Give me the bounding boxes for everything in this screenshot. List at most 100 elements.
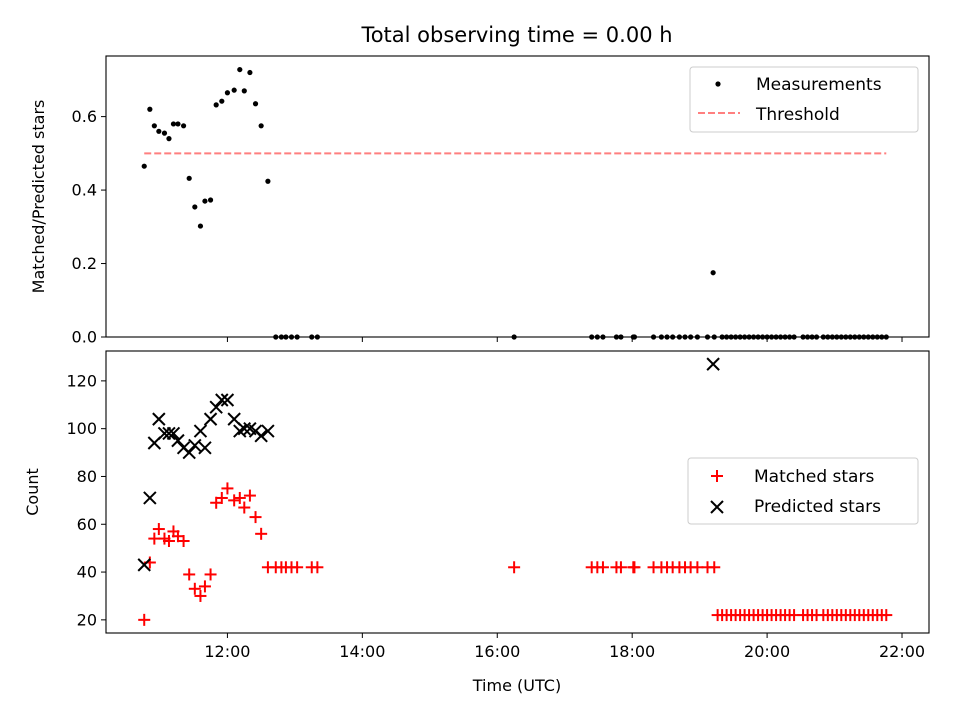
bottom-chart-x-axis: 12:00 14:00 16:00 18:00 20:00 22:00 xyxy=(204,633,925,661)
measurements-point xyxy=(161,130,168,136)
predicted-stars-point xyxy=(171,433,185,448)
bottom-x-tick-label: 14:00 xyxy=(339,642,385,661)
predicted-stars-point xyxy=(203,412,218,426)
top-y-tick-label: 0.4 xyxy=(72,181,97,200)
top-y-tick-label: 0.6 xyxy=(72,107,97,126)
matched-stars-point xyxy=(228,494,241,507)
matched-stars-point xyxy=(138,613,151,626)
matched-stars-point xyxy=(177,534,190,547)
predicted-stars-point xyxy=(193,424,208,438)
matched-stars-point xyxy=(162,534,175,547)
matched-stars-point xyxy=(255,527,268,540)
matched-stars-point xyxy=(198,580,211,593)
legend-threshold-label: Threshold xyxy=(755,105,840,125)
measurements-point xyxy=(231,87,237,93)
predicted-stars-point xyxy=(209,400,223,414)
predicted-stars-point xyxy=(152,412,166,426)
matched-stars-point xyxy=(148,532,161,545)
top-chart-y-axis: 0.0 0.2 0.4 0.6 xyxy=(72,107,106,347)
matched-stars-point xyxy=(188,582,201,595)
measurements-point xyxy=(247,69,253,76)
measurements-point xyxy=(207,197,214,203)
bottom-x-tick-label: 12:00 xyxy=(204,642,250,661)
measurements-point xyxy=(197,223,204,229)
top-legend-box xyxy=(689,66,919,133)
measurements-point xyxy=(252,101,259,107)
legend-predicted-marker xyxy=(710,500,724,514)
measurements-point xyxy=(258,123,264,129)
measurements-point xyxy=(241,88,247,94)
measurements-point xyxy=(166,136,172,142)
matched-stars-point xyxy=(708,561,721,574)
measurements-point xyxy=(186,175,192,181)
measurements-point xyxy=(710,270,716,276)
predicted-stars-point xyxy=(706,357,720,371)
top-chart-x-axis xyxy=(226,337,903,342)
matched-stars-point xyxy=(311,561,324,574)
bottom-x-tick-label: 16:00 xyxy=(474,642,520,661)
measurements-point xyxy=(224,90,231,96)
bottom-chart-plot-area xyxy=(137,357,893,626)
bottom-chart-y-axis: 20 40 60 80 100 120 xyxy=(66,371,106,629)
measurements-point xyxy=(213,102,219,108)
bottom-y-tick-label: 80 xyxy=(77,467,97,486)
predicted-stars-point xyxy=(254,429,268,443)
measurements-point xyxy=(202,198,208,204)
bottom-chart-x-label: Time (UTC) xyxy=(472,676,561,695)
matched-stars-point xyxy=(508,561,521,574)
matched-stars-point xyxy=(238,501,251,514)
bottom-y-tick-label: 120 xyxy=(66,371,97,390)
predicted-stars-point xyxy=(182,445,196,460)
measurements-point xyxy=(170,121,177,127)
measurements-point xyxy=(147,106,153,112)
matched-stars-point xyxy=(204,568,217,581)
matched-stars-point xyxy=(291,561,304,574)
bottom-y-tick-label: 60 xyxy=(77,515,97,534)
legend-matched-label: Matched stars xyxy=(754,467,874,487)
top-y-tick-label: 0.0 xyxy=(72,328,97,347)
measurements-point xyxy=(219,98,225,104)
legend-predicted-label: Predicted stars xyxy=(754,497,881,517)
legend-matched-marker xyxy=(711,470,723,482)
bottom-chart-frame xyxy=(105,350,930,634)
bottom-x-tick-label: 18:00 xyxy=(609,642,655,661)
top-y-tick-label: 0.2 xyxy=(72,254,97,273)
legend-measurements-marker xyxy=(715,81,721,87)
matched-stars-point xyxy=(194,589,207,602)
bottom-chart-panel: 20 40 60 80 100 120 12:00 14:00 16:00 18:00 20:00… xyxy=(23,350,930,695)
bottom-chart-y-label: Count xyxy=(23,468,42,516)
matched-stars-point xyxy=(243,489,256,502)
predicted-stars-point xyxy=(215,393,229,407)
bottom-chart-legend: Matched stars Predicted stars xyxy=(687,457,919,525)
predicted-stars-point xyxy=(220,393,235,407)
measurements-point xyxy=(151,123,157,129)
predicted-stars-point xyxy=(198,441,212,455)
matched-stars-point xyxy=(614,561,627,574)
measurements-point xyxy=(156,128,162,134)
predicted-stars-point xyxy=(188,438,202,453)
predicted-stars-point xyxy=(261,424,275,438)
predicted-stars-point xyxy=(162,426,176,441)
top-chart-title: Total observing time = 0.00 h xyxy=(360,23,672,47)
measurements-point xyxy=(141,163,147,169)
predicted-stars-point xyxy=(237,421,251,436)
bottom-y-tick-label: 40 xyxy=(77,563,97,582)
matched-stars-point xyxy=(215,491,228,504)
predicted-stars-point xyxy=(137,558,151,572)
bottom-y-tick-label: 20 xyxy=(77,610,97,629)
predicted-stars-point xyxy=(143,491,157,505)
matched-stars-point xyxy=(249,511,262,524)
matched-stars-point xyxy=(596,561,609,574)
top-chart-y-label: Matched/Predicted stars xyxy=(29,100,48,294)
measurements-point xyxy=(175,121,181,127)
bottom-x-tick-label: 20:00 xyxy=(744,642,790,661)
predicted-stars-point xyxy=(166,426,181,441)
matched-stars-point xyxy=(183,568,196,581)
bottom-y-tick-label: 100 xyxy=(66,419,97,438)
measurements-point xyxy=(237,66,243,73)
measurements-point xyxy=(265,178,271,184)
matched-stars-point xyxy=(233,491,246,504)
matched-stars-point xyxy=(880,609,893,622)
measurements-point xyxy=(192,204,198,210)
